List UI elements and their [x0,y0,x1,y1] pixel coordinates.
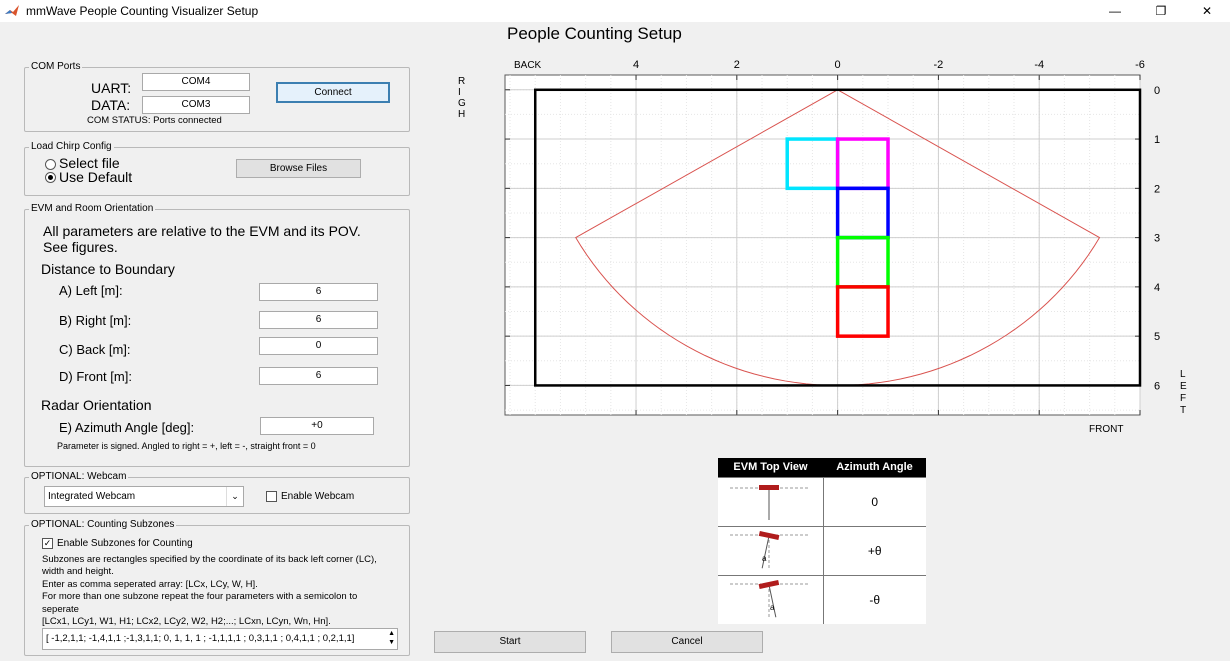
subzones-desc-6: [LCx1, LCy1, W1, H1; LCx2, LCy2, W2, H2;… [42,616,331,627]
webcam-select[interactable]: Integrated Webcam ⌄ [44,486,244,507]
right-side-label: RIGH [458,76,466,120]
chevron-down-icon[interactable]: ⌄ [226,487,243,506]
front-distance-label: D) Front [m]: [59,369,132,384]
back-label: BACK [514,60,542,71]
y-tick-label: 3 [1154,233,1160,245]
x-tick-label: -2 [934,59,944,71]
subzones-desc-4: For more than one subzone repeat the fou… [42,591,358,602]
y-tick-label: 2 [1154,183,1160,195]
left-distance-input[interactable]: 6 [259,283,378,301]
data-port-input[interactable]: COM3 [142,96,250,114]
subzones-desc-1: Subzones are rectangles specified by the… [42,554,377,565]
use-default-radio[interactable] [45,172,56,183]
orientation-note-2: See figures. [43,239,118,255]
start-button[interactable]: Start [434,631,586,653]
subzones-input[interactable]: [ -1,2,1,1; -1,4,1,1 ;-1,3,1,1; 0, 1, 1,… [42,628,398,650]
use-default-label: Use Default [59,169,133,185]
chirp-config-panel: Load Chirp Config Select file Use Defaul… [24,141,410,196]
distance-heading: Distance to Boundary [41,261,175,277]
subzones-title: OPTIONAL: Counting Subzones [29,519,177,531]
y-tick-label: 4 [1154,282,1160,294]
theta-mark-plus: a [762,554,767,563]
enable-webcam-label: Enable Webcam [281,491,355,502]
orientation-panel: EVM and Room Orientation All parameters … [24,203,410,467]
room-boundary [533,88,1142,387]
uart-port-input[interactable]: COM4 [142,73,250,91]
front-distance-input[interactable]: 6 [259,367,378,385]
x-tick-label: 0 [835,59,841,71]
evm-top-view-0-icon [730,485,811,520]
y-tick-label: 6 [1154,380,1160,392]
evm-top-view-plus-icon: a [730,530,811,569]
window-title: mmWave People Counting Visualizer Setup [26,4,259,18]
x-tick-label: -4 [1034,59,1044,71]
orientation-note-1: All parameters are relative to the EVM a… [43,223,361,239]
x-tick-label: 4 [633,59,639,71]
enable-subzones-label: Enable Subzones for Counting [57,538,193,549]
com-status-text: COM STATUS: Ports connected [87,115,222,126]
azimuth-angle-label: E) Azimuth Angle [deg]: [59,420,195,435]
azimuth-value-plus: +θ [823,525,926,575]
subzones-desc-5: seperate [42,604,79,615]
enable-webcam-checkbox[interactable] [266,491,277,502]
title-bar: mmWave People Counting Visualizer Setup … [0,0,1230,22]
matlab-app-icon [5,5,19,16]
subzone-rect [835,285,890,338]
close-button[interactable]: ✕ [1201,4,1213,18]
back-distance-input[interactable]: 0 [259,337,378,355]
webcam-title: OPTIONAL: Webcam [29,471,129,483]
subzones-desc-3: Enter as comma seperated array: [LCx, LC… [42,579,258,590]
x-tick-label: 2 [734,59,740,71]
uart-label: UART: [91,80,132,96]
orientation-title: EVM and Room Orientation [29,203,156,215]
azimuth-angle-input[interactable]: +0 [260,417,374,435]
left-distance-label: A) Left [m]: [59,283,123,298]
restore-button[interactable]: ❐ [1155,4,1167,18]
y-tick-label: 0 [1154,85,1160,97]
subzones-input-value: [ -1,2,1,1; -1,4,1,1 ;-1,3,1,1; 0, 1, 1,… [46,633,355,644]
plot-title: People Counting Setup [507,24,682,43]
right-distance-input[interactable]: 6 [259,311,378,329]
subzones-layer [785,137,890,338]
evm-top-view-header: EVM Top View [718,458,823,477]
data-label: DATA: [91,97,131,113]
enable-subzones-checkbox[interactable]: ✓ [42,538,53,549]
azimuth-value-0: 0 [823,476,926,526]
evm-figure-plus: a [718,525,824,575]
select-file-label: Select file [59,155,120,171]
com-ports-panel: COM Ports UART: COM4 DATA: COM3 COM STAT… [24,61,410,132]
webcam-panel: OPTIONAL: Webcam Integrated Webcam ⌄ Ena… [24,471,410,514]
radar-orientation-heading: Radar Orientation [41,397,152,413]
select-file-radio[interactable] [45,159,56,170]
com-ports-title: COM Ports [29,61,83,73]
webcam-select-value: Integrated Webcam [48,491,136,502]
connect-button[interactable]: Connect [276,82,390,103]
x-tick-label: -6 [1135,59,1145,71]
evm-top-view-minus-icon: a [730,580,811,619]
minimize-button[interactable]: — [1109,4,1121,18]
front-label: FRONT [1089,424,1124,435]
y-tick-label: 1 [1154,134,1160,146]
theta-mark-minus: a [770,603,775,612]
evm-figure-0 [718,476,824,526]
azimuth-value-minus: -θ [823,574,926,624]
people-counting-plot: 4 2 0 -2 -4 -6 0 1 2 3 4 5 6 [504,59,1160,416]
subzones-desc-2: width and height. [42,566,114,577]
right-distance-label: B) Right [m]: [59,313,132,328]
left-side-label: LEFT [1180,369,1187,416]
chirp-config-title: Load Chirp Config [29,141,114,153]
spinner-arrows-icon[interactable]: ▲ ▼ [388,630,395,646]
evm-orientation-table: EVM Top View Azimuth Angle 0 a +θ [718,458,926,624]
plot-axes-box [504,74,1141,416]
cancel-button[interactable]: Cancel [611,631,763,653]
evm-figure-minus: a [718,574,824,624]
back-distance-label: C) Back [m]: [59,342,131,357]
browse-files-button[interactable]: Browse Files [236,159,361,178]
subzones-panel: OPTIONAL: Counting Subzones ✓ Enable Sub… [24,519,410,656]
azimuth-angle-header: Azimuth Angle [823,458,926,477]
y-tick-label: 5 [1154,331,1160,343]
azimuth-note: Parameter is signed. Angled to right = +… [57,441,316,451]
